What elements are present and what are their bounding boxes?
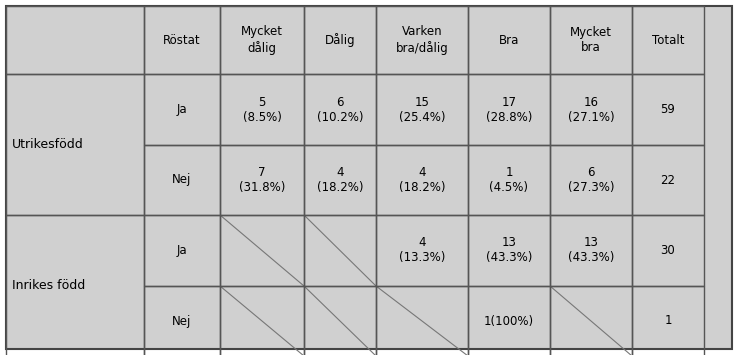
Text: Mycket
dålig: Mycket dålig: [241, 26, 283, 55]
Text: Nej: Nej: [172, 315, 192, 328]
Bar: [376, 74, 468, 145]
Bar: [304, 215, 376, 286]
Bar: [220, 74, 304, 145]
Bar: [468, 215, 550, 286]
Bar: [468, 6, 550, 74]
Text: 5
(8.5%): 5 (8.5%): [243, 95, 281, 124]
Bar: [144, 145, 220, 215]
Bar: [220, 286, 304, 355]
Bar: [144, 6, 220, 74]
Text: 4
(18.2%): 4 (18.2%): [399, 166, 445, 194]
Bar: [220, 215, 304, 286]
Text: 4
(18.2%): 4 (18.2%): [317, 166, 363, 194]
Bar: [376, 286, 468, 355]
Text: Röstat: Röstat: [163, 33, 201, 47]
Text: 15
(25.4%): 15 (25.4%): [399, 95, 445, 124]
Bar: [468, 145, 550, 215]
Bar: [468, 74, 550, 145]
Bar: [144, 286, 220, 355]
Text: 13
(43.3%): 13 (43.3%): [568, 236, 614, 264]
Text: Ja: Ja: [176, 103, 187, 116]
Bar: [632, 145, 704, 215]
Bar: [304, 286, 376, 355]
Bar: [376, 215, 468, 286]
Bar: [304, 145, 376, 215]
Bar: [376, 145, 468, 215]
Text: 1(100%): 1(100%): [484, 315, 534, 328]
Text: Bra: Bra: [499, 33, 520, 47]
Bar: [220, 145, 304, 215]
Text: 1: 1: [664, 315, 672, 328]
Bar: [304, 74, 376, 145]
Text: 59: 59: [661, 103, 675, 116]
Bar: [550, 74, 632, 145]
Text: Utrikesfödd: Utrikesfödd: [12, 138, 83, 151]
Bar: [144, 74, 220, 145]
Bar: [376, 6, 468, 74]
Bar: [468, 286, 550, 355]
Bar: [632, 74, 704, 145]
Text: 6
(27.3%): 6 (27.3%): [568, 166, 614, 194]
Bar: [550, 6, 632, 74]
Text: Totalt: Totalt: [652, 33, 684, 47]
Bar: [6, 215, 144, 355]
Text: 6
(10.2%): 6 (10.2%): [317, 95, 363, 124]
Bar: [632, 6, 704, 74]
Text: 7
(31.8%): 7 (31.8%): [239, 166, 285, 194]
Text: 30: 30: [661, 244, 675, 257]
Text: Mycket
bra: Mycket bra: [570, 26, 612, 54]
Text: 16
(27.1%): 16 (27.1%): [568, 95, 614, 124]
Text: 1
(4.5%): 1 (4.5%): [489, 166, 528, 194]
Bar: [632, 215, 704, 286]
Text: 4
(13.3%): 4 (13.3%): [399, 236, 445, 264]
Text: Inrikes född: Inrikes född: [12, 279, 86, 292]
Bar: [220, 6, 304, 74]
Text: 13
(43.3%): 13 (43.3%): [486, 236, 532, 264]
Bar: [632, 286, 704, 355]
Bar: [6, 74, 144, 215]
Text: 17
(28.8%): 17 (28.8%): [486, 95, 532, 124]
Text: 22: 22: [661, 174, 675, 186]
Text: Nej: Nej: [172, 174, 192, 186]
Bar: [144, 215, 220, 286]
Text: Varken
bra/dålig: Varken bra/dålig: [396, 26, 449, 55]
Text: Dålig: Dålig: [325, 33, 355, 47]
Text: Ja: Ja: [176, 244, 187, 257]
Bar: [304, 6, 376, 74]
Bar: [550, 215, 632, 286]
Bar: [550, 286, 632, 355]
Bar: [550, 145, 632, 215]
Bar: [6, 6, 144, 74]
